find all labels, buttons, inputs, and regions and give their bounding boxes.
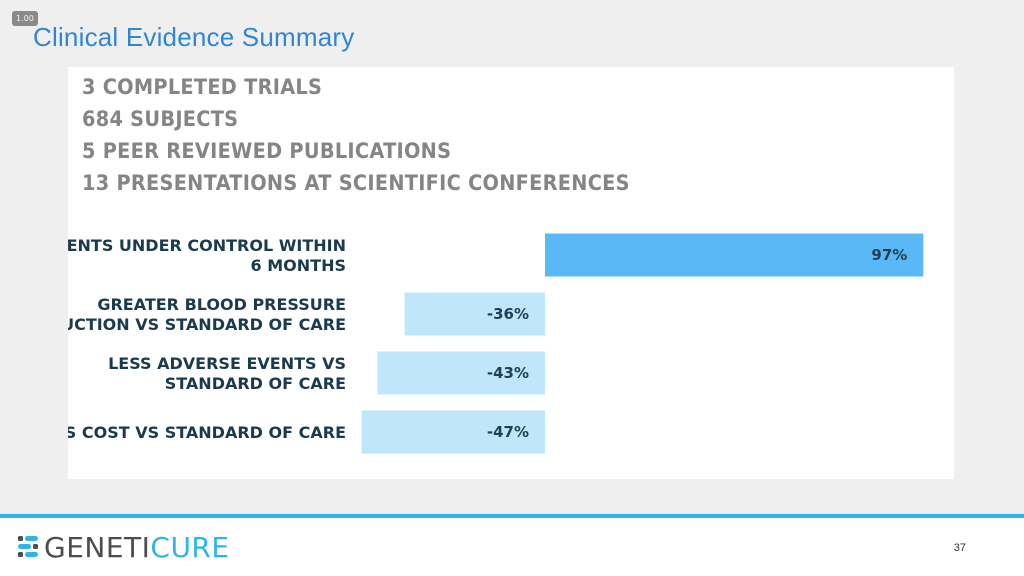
stats-list: 3 COMPLETED TRIALS 684 SUBJECTS 5 PEER R…	[82, 71, 677, 199]
category-label-0-line-0: PATIENTS UNDER CONTROL WITHIN	[68, 236, 346, 255]
stat-presentations: 13 PRESENTATIONS AT SCIENTIFIC CONFERENC…	[82, 171, 630, 195]
stat-publications: 5 PEER REVIEWED PUBLICATIONS	[82, 139, 452, 163]
slide-footer: GENETICURE 37	[0, 518, 1024, 576]
category-label-1-line-1: REDUCTION VS STANDARD OF CARE	[68, 315, 346, 334]
bar-1	[404, 292, 545, 336]
geneticure-logo-icon	[18, 536, 38, 557]
bar-2	[377, 351, 545, 395]
stat-completed-trials: 3 COMPLETED TRIALS	[82, 75, 323, 99]
evidence-panel: 3 COMPLETED TRIALS 684 SUBJECTS 5 PEER R…	[68, 67, 954, 479]
slide-title: Clinical Evidence Summary	[33, 22, 355, 52]
page-number: 37	[953, 542, 966, 554]
bar-3	[361, 410, 545, 454]
value-label-0: 97%	[871, 246, 907, 264]
stat-subjects: 684 SUBJECTS	[82, 107, 239, 131]
logo-text-cure: CURE	[150, 531, 230, 564]
logo-text-geneti: GENETI	[44, 531, 151, 564]
value-label-1: -36%	[487, 305, 529, 323]
category-label-2-line-1: STANDARD OF CARE	[165, 374, 346, 393]
category-label-1-line-0: GREATER BLOOD PRESSURE	[97, 295, 346, 314]
value-label-3: -47%	[487, 423, 529, 441]
zoom-level-badge: 1.00	[12, 11, 38, 26]
geneticure-logo-wordmark: GENETICURE	[44, 531, 230, 564]
category-label-3-line-0: LESS COST VS STANDARD OF CARE	[68, 423, 346, 442]
category-label-0-line-1: 6 MONTHS	[251, 256, 346, 275]
footer-divider	[0, 514, 1024, 518]
bar-0	[545, 233, 924, 277]
category-label-2-line-0: LESS ADVERSE EVENTS VS	[108, 354, 346, 373]
value-label-2: -43%	[487, 364, 529, 382]
